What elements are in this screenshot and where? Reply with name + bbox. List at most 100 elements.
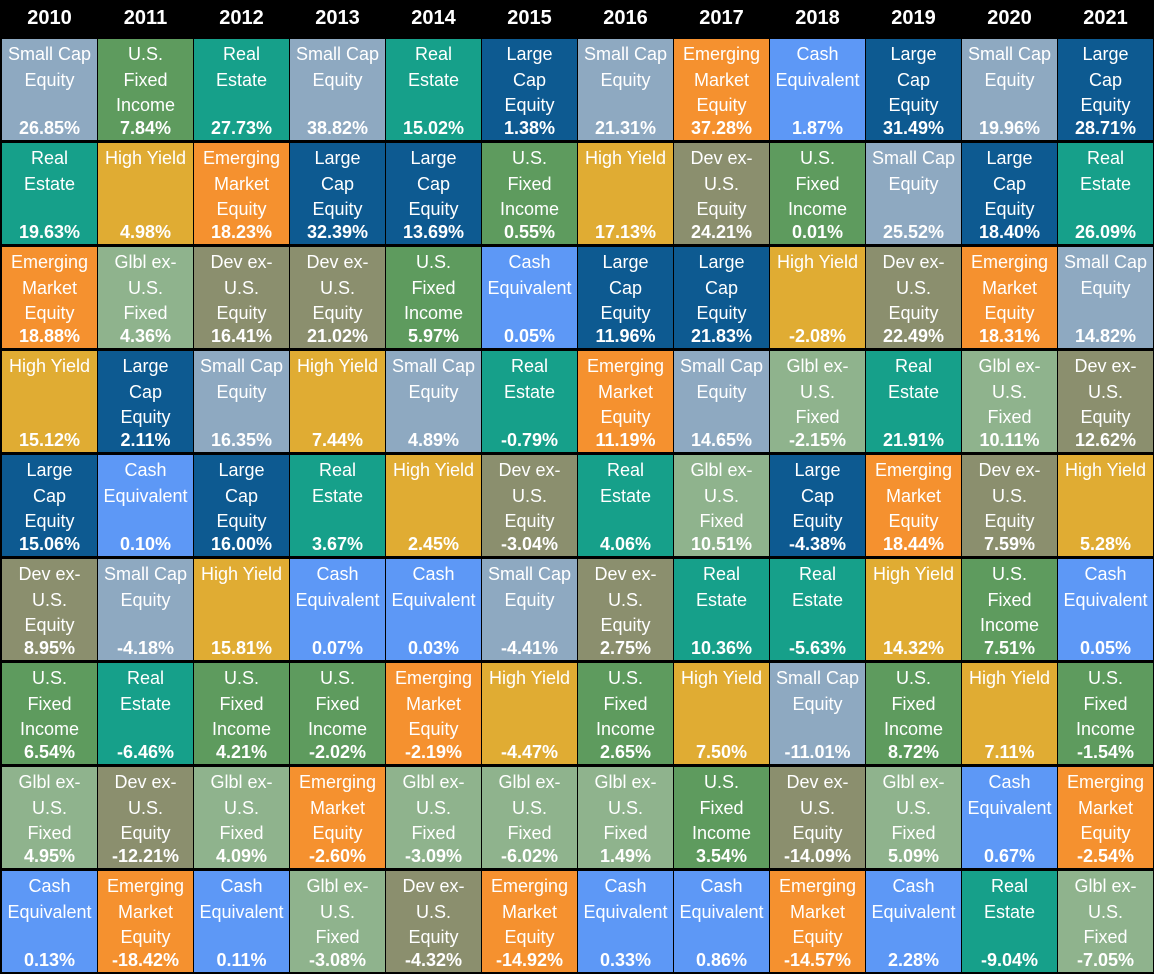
- asset-class-label: U.S. Fixed Income: [211, 668, 272, 739]
- asset-class-label: Dev ex- U.S. Equity: [786, 772, 849, 843]
- return-cell: Large Cap Equity 2.11%: [98, 351, 193, 452]
- asset-class-label: Glbl ex- U.S. Fixed: [210, 772, 273, 843]
- return-cell: Cash Equivalent 0.86%: [674, 871, 769, 972]
- return-cell: Small Cap Equity 26.85%: [2, 39, 97, 140]
- return-cell: U.S. Fixed Income 7.51%: [962, 559, 1057, 660]
- return-value: 15.02%: [402, 118, 465, 138]
- asset-class-label: Small Cap Equity: [775, 668, 860, 714]
- asset-class-label: Emerging Market Equity: [394, 668, 473, 739]
- return-cell: Large Cap Equity 18.40%: [962, 143, 1057, 244]
- asset-class-label: Emerging Market Equity: [490, 876, 569, 947]
- return-value: -4.32%: [404, 950, 463, 970]
- return-value: 8.72%: [887, 742, 940, 762]
- return-cell: High Yield 17.13%: [578, 143, 673, 244]
- asset-class-label: Dev ex- U.S. Equity: [306, 252, 369, 323]
- asset-class-label: U.S. Fixed Income: [595, 668, 656, 739]
- return-value: 0.86%: [695, 950, 748, 970]
- return-value: 31.49%: [882, 118, 945, 138]
- return-value: 7.11%: [984, 742, 1035, 762]
- asset-class-label: Emerging Market Equity: [970, 252, 1049, 323]
- return-cell: Emerging Market Equity -14.92%: [482, 871, 577, 972]
- return-value: -1.54%: [1076, 742, 1135, 762]
- return-cell: Dev ex- U.S. Equity 21.02%: [290, 247, 385, 348]
- return-value: -3.04%: [500, 534, 559, 554]
- return-cell: Large Cap Equity 31.49%: [866, 39, 961, 140]
- asset-class-label: Cash Equivalent: [391, 564, 476, 610]
- return-cell: High Yield 7.11%: [962, 663, 1057, 764]
- return-cell: Cash Equivalent 0.07%: [290, 559, 385, 660]
- return-value: 17.13%: [594, 222, 657, 242]
- return-cell: Emerging Market Equity -2.54%: [1058, 767, 1153, 868]
- asset-class-label: Real Estate: [23, 148, 76, 194]
- asset-class-label: Real Estate: [887, 356, 940, 402]
- return-value: 6.54%: [23, 742, 76, 762]
- return-value: -6.02%: [500, 846, 559, 866]
- return-cell: Glbl ex- U.S. Fixed 4.95%: [2, 767, 97, 868]
- asset-class-label: Large Cap Equity: [216, 460, 267, 531]
- return-cell: Cash Equivalent 0.05%: [482, 247, 577, 348]
- return-value: 7.84%: [119, 118, 172, 138]
- return-cell: Cash Equivalent 0.11%: [194, 871, 289, 972]
- return-cell: High Yield 15.81%: [194, 559, 289, 660]
- return-value: -3.08%: [308, 950, 367, 970]
- return-value: 16.41%: [210, 326, 273, 346]
- asset-class-label: Emerging Market Equity: [298, 772, 377, 843]
- return-cell: Small Cap Equity 19.96%: [962, 39, 1057, 140]
- asset-class-label: Emerging Market Equity: [10, 252, 89, 323]
- return-cell: U.S. Fixed Income -2.02%: [290, 663, 385, 764]
- return-value: -14.57%: [783, 950, 852, 970]
- asset-class-label: Dev ex- U.S. Equity: [210, 252, 273, 323]
- asset-class-label: Glbl ex- U.S. Fixed: [690, 460, 753, 531]
- return-value: 0.05%: [1079, 638, 1132, 658]
- return-value: 14.82%: [1074, 326, 1137, 346]
- return-value: -3.09%: [404, 846, 463, 866]
- asset-class-label: Small Cap Equity: [295, 44, 380, 90]
- return-cell: Emerging Market Equity 11.19%: [578, 351, 673, 452]
- return-value: 7.44%: [311, 430, 364, 450]
- asset-class-label: High Yield: [200, 564, 283, 584]
- return-cell: Dev ex- U.S. Equity 12.62%: [1058, 351, 1153, 452]
- return-cell: Small Cap Equity 25.52%: [866, 143, 961, 244]
- return-value: 1.38%: [503, 118, 556, 138]
- return-cell: Small Cap Equity 38.82%: [290, 39, 385, 140]
- asset-class-label: Large Cap Equity: [1080, 44, 1131, 115]
- asset-class-label: Large Cap Equity: [888, 44, 939, 115]
- asset-class-label: Glbl ex- U.S. Fixed: [18, 772, 81, 843]
- return-value: 14.32%: [882, 638, 945, 658]
- asset-class-label: Emerging Market Equity: [202, 148, 281, 219]
- asset-class-label: Small Cap Equity: [199, 356, 284, 402]
- return-value: 3.67%: [311, 534, 364, 554]
- return-cell: Glbl ex- U.S. Fixed 4.09%: [194, 767, 289, 868]
- return-value: -2.54%: [1076, 846, 1135, 866]
- return-value: -6.46%: [116, 742, 175, 762]
- return-cell: Large Cap Equity 21.83%: [674, 247, 769, 348]
- return-value: -5.63%: [788, 638, 847, 658]
- return-cell: U.S. Fixed Income 6.54%: [2, 663, 97, 764]
- return-value: 18.88%: [18, 326, 81, 346]
- return-cell: High Yield 4.98%: [98, 143, 193, 244]
- return-cell: Glbl ex- U.S. Fixed 4.36%: [98, 247, 193, 348]
- asset-class-label: Real Estate: [983, 876, 1036, 922]
- return-cell: Emerging Market Equity -2.60%: [290, 767, 385, 868]
- asset-class-label: Real Estate: [695, 564, 748, 610]
- return-value: -7.05%: [1076, 950, 1135, 970]
- asset-class-label: Dev ex- U.S. Equity: [402, 876, 465, 947]
- return-value: 37.28%: [690, 118, 753, 138]
- return-cell: Large Cap Equity 32.39%: [290, 143, 385, 244]
- return-value: -2.15%: [788, 430, 847, 450]
- return-cell: Large Cap Equity 16.00%: [194, 455, 289, 556]
- return-cell: U.S. Fixed Income 4.21%: [194, 663, 289, 764]
- return-value: 4.95%: [23, 846, 76, 866]
- return-cell: Real Estate 10.36%: [674, 559, 769, 660]
- asset-class-label: High Yield: [488, 668, 571, 688]
- asset-class-label: Small Cap Equity: [391, 356, 476, 402]
- asset-class-label: Dev ex- U.S. Equity: [498, 460, 561, 531]
- asset-class-label: U.S. Fixed Income: [307, 668, 368, 739]
- asset-class-label: Real Estate: [119, 668, 172, 714]
- return-value: 0.03%: [407, 638, 460, 658]
- return-cell: Glbl ex- U.S. Fixed -3.09%: [386, 767, 481, 868]
- return-cell: Cash Equivalent 0.33%: [578, 871, 673, 972]
- asset-class-label: High Yield: [968, 668, 1051, 688]
- asset-class-label: Small Cap Equity: [583, 44, 668, 90]
